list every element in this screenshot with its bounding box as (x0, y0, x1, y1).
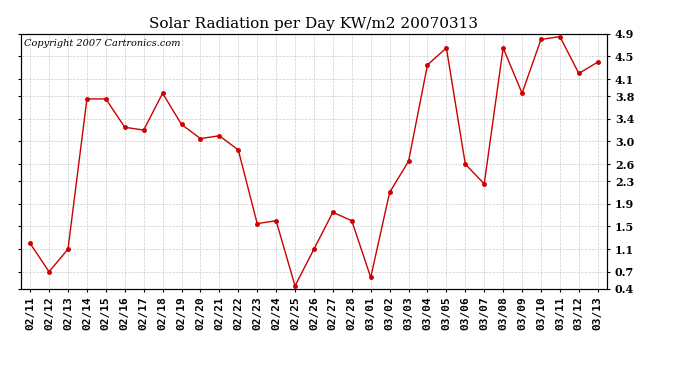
Title: Solar Radiation per Day KW/m2 20070313: Solar Radiation per Day KW/m2 20070313 (150, 17, 478, 31)
Text: Copyright 2007 Cartronics.com: Copyright 2007 Cartronics.com (23, 39, 180, 48)
